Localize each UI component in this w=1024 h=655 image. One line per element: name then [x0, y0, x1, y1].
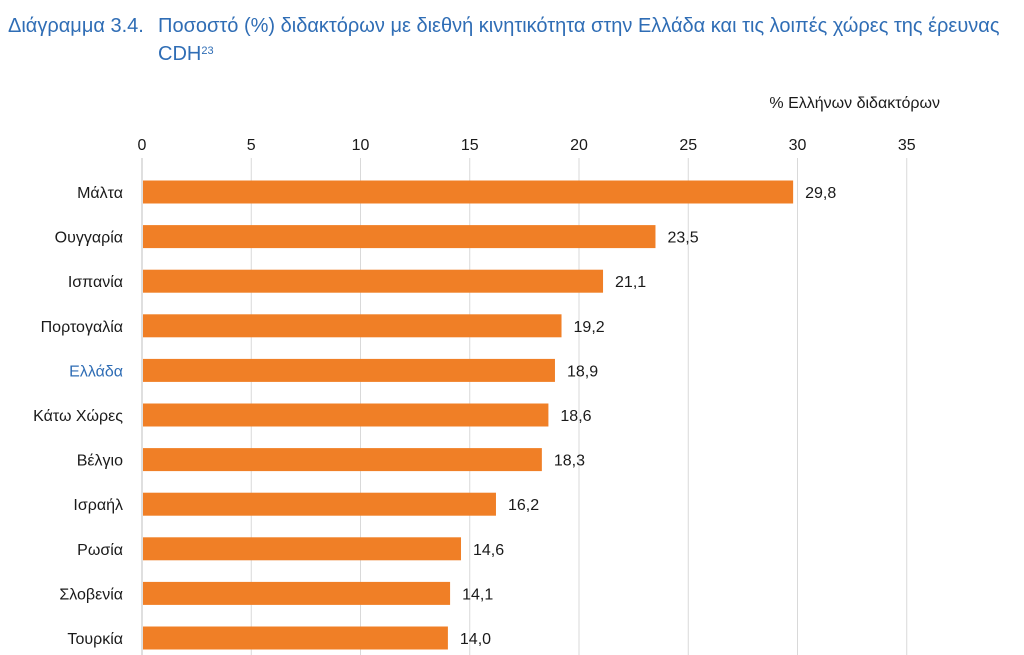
caption-footnote-ref: 23 — [201, 45, 214, 57]
data-label: 23,5 — [667, 230, 698, 247]
category-label: Ελλάδα — [69, 363, 123, 380]
bar — [143, 537, 462, 561]
bar — [143, 626, 448, 650]
data-label: 18,9 — [567, 363, 598, 380]
bar — [143, 581, 451, 605]
x-tick-label: 25 — [679, 137, 697, 154]
caption-label: Διάγραμμα 3.4. — [8, 15, 144, 37]
bars — [143, 180, 794, 650]
x-tick-label: 20 — [570, 137, 588, 154]
bar — [143, 314, 562, 338]
category-labels: Μάλτα Ουγγαρία Ισπανία Πορτογαλία Ελλάδα Κάτω… — [33, 185, 123, 648]
category-label: Πορτογαλία — [41, 319, 123, 336]
x-tick-label: 15 — [461, 137, 479, 154]
x-tick-label: 0 — [138, 137, 147, 154]
x-axis-title: % Ελλήνων διδακτόρων — [769, 95, 940, 112]
data-label: 18,6 — [560, 408, 591, 425]
bar — [143, 180, 794, 204]
category-label: Σλοβενία — [59, 586, 123, 603]
category-label: Βέλγιο — [77, 453, 123, 470]
category-label: Ισπανία — [68, 274, 123, 291]
data-labels: 29,8 23,5 21,1 19,2 18,9 18,6 18,3 16,2 14,6 14,1… — [460, 185, 836, 648]
x-axis-ticks: 0 5 10 15 20 25 30 35 — [138, 137, 916, 154]
data-label: 19,2 — [574, 319, 605, 336]
data-label: 14,1 — [462, 586, 493, 603]
bar — [143, 225, 656, 249]
bar — [143, 403, 549, 427]
data-label: 29,8 — [805, 185, 836, 202]
category-label: Ρωσία — [77, 542, 123, 559]
x-tick-label: 30 — [789, 137, 807, 154]
bar — [143, 448, 542, 472]
data-label: 14,6 — [473, 542, 504, 559]
data-label: 21,1 — [615, 274, 646, 291]
x-tick-label: 35 — [898, 137, 916, 154]
data-label: 16,2 — [508, 497, 539, 514]
bar — [143, 269, 604, 293]
x-tick-label: 10 — [352, 137, 370, 154]
x-tick-label: 5 — [247, 137, 256, 154]
data-label: 18,3 — [554, 453, 585, 470]
category-label: Μάλτα — [77, 185, 123, 202]
category-label: Ισραήλ — [73, 497, 123, 514]
caption-text-block: Ποσοστό (%) διδακτόρων με διεθνή κινητικ… — [158, 12, 1008, 68]
bar — [143, 492, 496, 516]
data-label: 14,0 — [460, 631, 491, 648]
caption-title: Ποσοστό (%) διδακτόρων με διεθνή κινητικ… — [158, 15, 1000, 65]
category-label: Ουγγαρία — [55, 230, 123, 247]
category-label: Τουρκία — [67, 631, 123, 648]
bar — [143, 358, 555, 382]
category-label: Κάτω Χώρες — [33, 408, 123, 425]
